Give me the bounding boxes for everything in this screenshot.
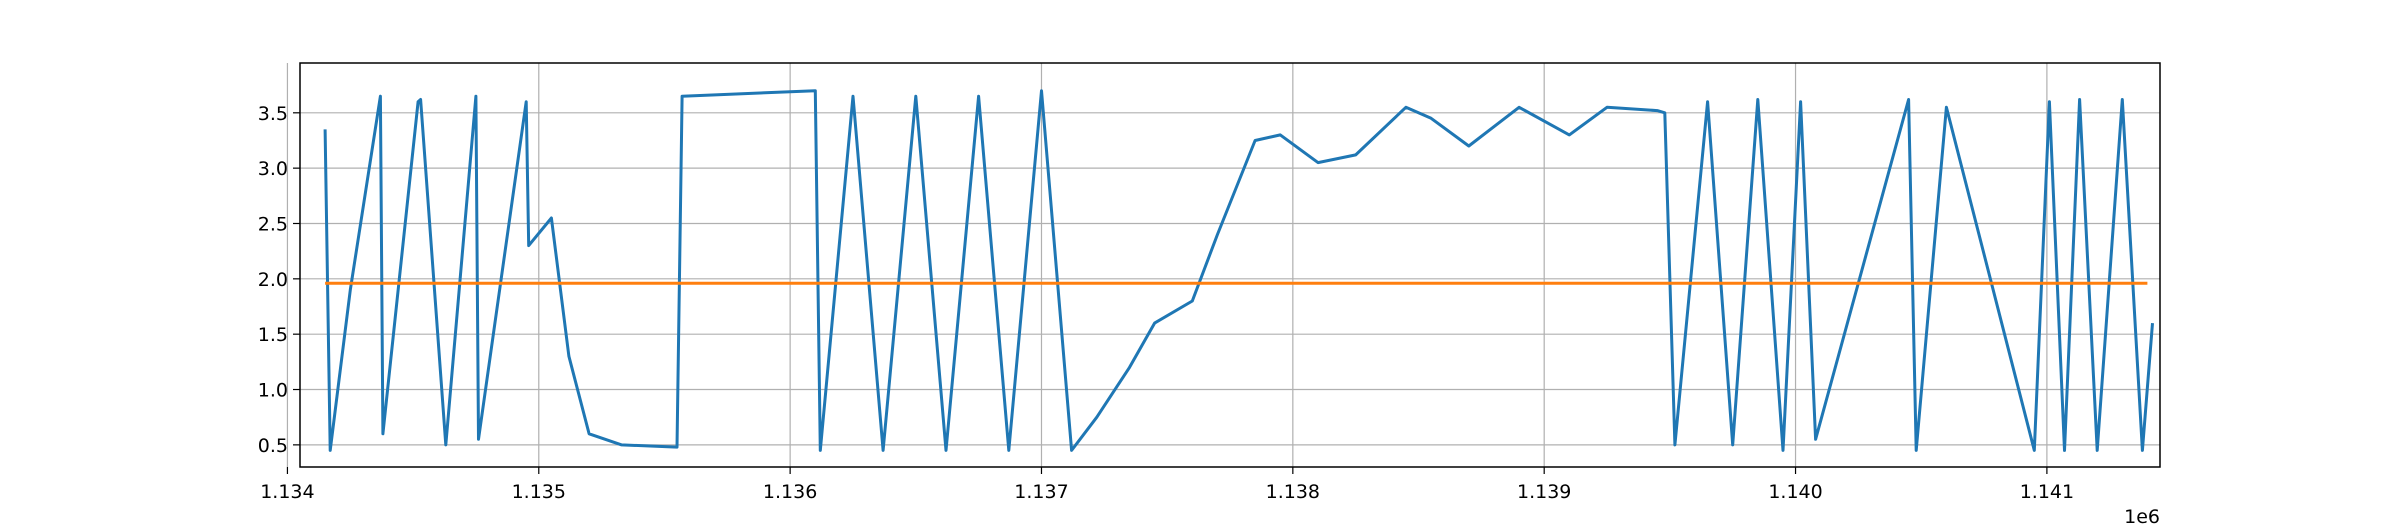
series-line-1 — [323, 89, 2154, 452]
x-tick-label: 1.137 — [1014, 481, 1068, 503]
y-tick-label: 1.5 — [258, 324, 288, 346]
x-tick-label: 1.141 — [2020, 481, 2074, 503]
y-tick-label: 3.5 — [258, 103, 288, 125]
x-tick-label: 1.134 — [260, 481, 314, 503]
y-tick-label: 3.0 — [258, 158, 288, 180]
axes-background — [300, 63, 2160, 467]
ticks: 1.134 1.135 1.136 1.137 1.138 1.139 1.140 1.141… — [258, 103, 2074, 503]
plot-area — [323, 89, 2154, 452]
axes-frame — [299, 62, 2161, 468]
y-tick-label: 2.0 — [258, 269, 288, 291]
y-tick-label: 1.0 — [258, 380, 288, 402]
x-offset-label: 1e6 — [2124, 506, 2160, 525]
x-tick-label: 1.136 — [763, 481, 817, 503]
x-tick-label: 1.140 — [1768, 481, 1822, 503]
x-tick-label: 1.139 — [1517, 481, 1571, 503]
grid — [286, 63, 2160, 467]
y-tick-label: 2.5 — [258, 213, 288, 235]
x-tick-label: 1.138 — [1266, 481, 1320, 503]
y-tick-label: 0.5 — [258, 435, 288, 457]
x-tick-label: 1.135 — [512, 481, 566, 503]
